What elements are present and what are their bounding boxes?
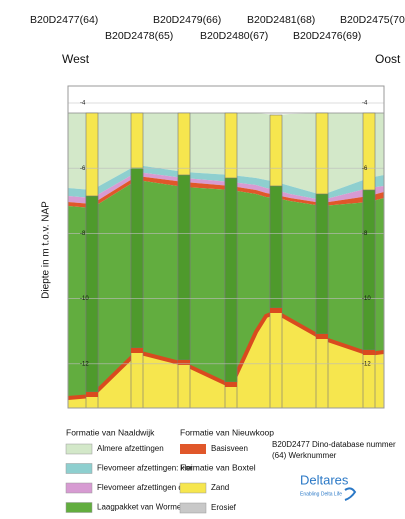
legend-title: Formatie van Naaldwijk — [66, 427, 155, 437]
borehole-label: B20D2480(67) — [200, 30, 268, 42]
tick-label-right: -6 — [362, 166, 368, 172]
legend-swatch — [180, 503, 206, 513]
legend-label: Zand — [211, 483, 229, 492]
tick-label-left: -12 — [80, 361, 89, 367]
tick-label-left: -8 — [80, 231, 86, 237]
borehole-label: B20D2481(68) — [247, 14, 315, 26]
legend-swatch — [66, 464, 92, 474]
legend-label: Flevomeer afzettingen: klei — [97, 464, 193, 473]
legend-swatch — [66, 444, 92, 454]
legend-swatch — [180, 444, 206, 454]
tick-label-right: -10 — [362, 296, 371, 302]
borehole-wormer — [270, 186, 282, 308]
y-axis-label: Diepte in m t.o.v. NAP — [41, 201, 52, 299]
borehole-wormer — [225, 178, 237, 382]
borehole-peat — [86, 392, 98, 397]
legend-swatch — [180, 483, 206, 493]
borehole-label: B20D2478(65) — [105, 30, 173, 42]
logo-name: Deltares — [300, 472, 349, 487]
borehole-peat — [316, 334, 328, 339]
borehole-wormer — [178, 175, 190, 360]
legend-label: Erosief — [211, 503, 237, 512]
tick-label-right: -12 — [362, 361, 371, 367]
borehole-peat — [225, 382, 237, 387]
borehole-wormer — [131, 168, 143, 348]
borehole-peat — [131, 348, 143, 353]
borehole-wormer — [363, 190, 375, 350]
tick-label-left: -10 — [80, 296, 89, 302]
legend-title: Formatie van Boxtel — [180, 462, 256, 472]
borehole-label: B20D2475(70) — [340, 14, 405, 26]
tick-label-left: -4 — [80, 101, 86, 107]
note-line: (64) Werknummer — [272, 451, 337, 460]
profile: B20D2477(64) B20D2479(66) B20D2481(68) B20D… — [0, 0, 405, 514]
borehole-peat — [363, 350, 375, 355]
legend-label: Almere afzettingen — [97, 444, 164, 453]
legend-swatch — [66, 503, 92, 513]
legend-label: Laagpakket van Wormer — [97, 503, 184, 512]
legend-label: Basisveen — [211, 444, 248, 453]
borehole-peat — [178, 360, 190, 365]
tick-label-left: -6 — [80, 166, 86, 172]
note-line: B20D2477 Dino-database nummer — [272, 440, 396, 449]
legend-title: Formatie van Nieuwkoop — [180, 427, 274, 437]
tick-label-right: -8 — [362, 231, 368, 237]
borehole-label: B20D2479(66) — [153, 14, 221, 26]
east-label: Oost — [375, 52, 401, 66]
west-label: West — [62, 52, 90, 66]
logo-tagline: Enabling Delta Life — [300, 491, 342, 497]
borehole-label: B20D2477(64) — [30, 14, 98, 26]
legend-swatch — [66, 483, 92, 493]
borehole-label: B20D2476(69) — [293, 30, 361, 42]
borehole-wormer — [316, 194, 328, 334]
borehole-peat — [270, 308, 282, 313]
tick-label-right: -4 — [362, 101, 368, 107]
